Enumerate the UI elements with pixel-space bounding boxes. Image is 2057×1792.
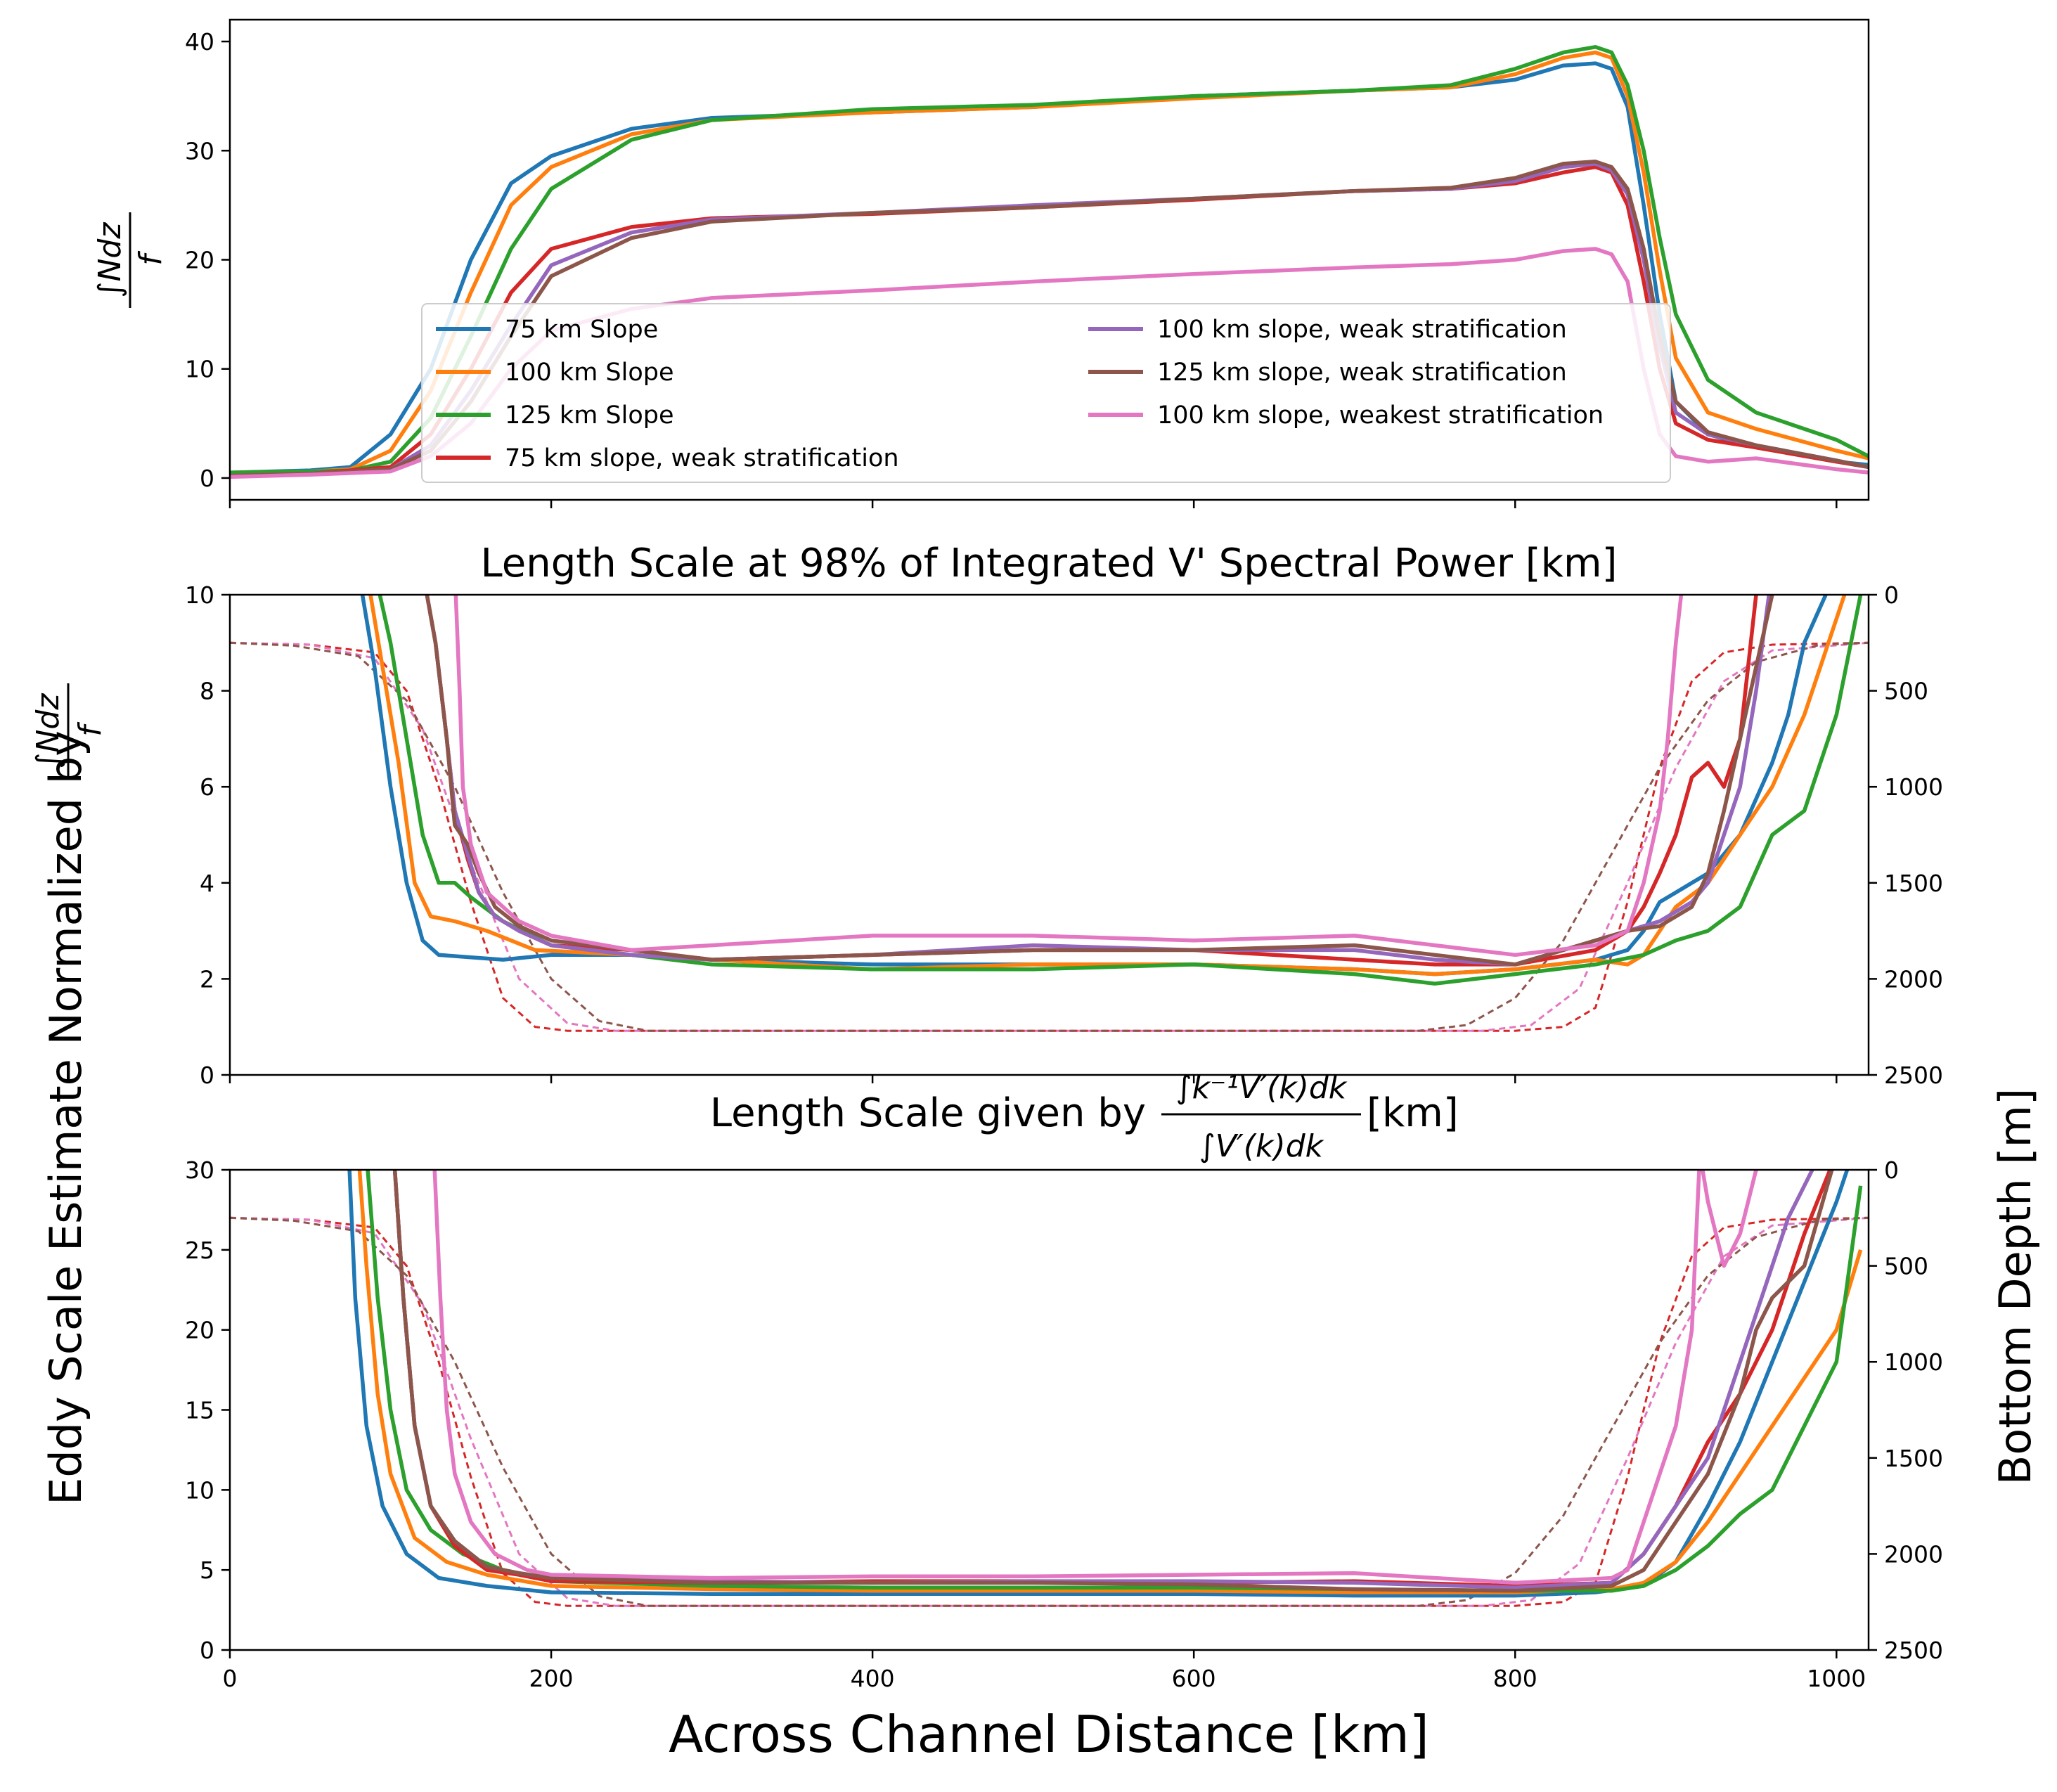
bottom-x-tick-label: 1000 <box>1807 1665 1866 1692</box>
middle-panel: Length Scale at 98% of Integrated V' Spe… <box>185 541 1943 1089</box>
middle-y2-tick-label: 1500 <box>1884 870 1943 897</box>
bottom-series-125-km-slope <box>366 1170 1863 1593</box>
top-plot-frame <box>228 18 1870 501</box>
top-axis-ticks: 0 10 20 30 40 <box>185 28 1838 508</box>
middle-series-100-km-slope <box>368 595 1847 976</box>
top-y-tick-label: 30 <box>185 137 214 165</box>
bottom-y-tick-label: 15 <box>185 1397 214 1424</box>
middle-y-tick-label: 8 <box>200 678 214 705</box>
middle-plot-frame <box>228 593 1870 1076</box>
bottom-series-lines <box>347 1170 1863 1598</box>
middle-series-100-km-slope-weakest-stratification <box>453 595 1684 958</box>
legend-label-100-km-slope-weak-stratification: 100 km slope, weak stratification <box>1157 316 1567 344</box>
bottom-series-100-km-slope <box>357 1170 1863 1594</box>
bottom-series-75-km-slope-weak-stratification <box>392 1170 1833 1588</box>
middle-y2-tick-label: 2500 <box>1884 1062 1943 1089</box>
legend-label-125-km-slope-weak-stratification: 125 km slope, weak stratification <box>1157 359 1567 387</box>
top-panel: 0 10 20 30 40 ∫Ndz f 75 km Slope 100 km Slope… <box>92 18 1870 508</box>
top-y-tick-label: 20 <box>185 247 214 274</box>
middle-series-75-km-slope-weak-stratification <box>425 595 1758 967</box>
bottom-panel-title: Length Scale given by ∫k⁻¹V′(k)dk ∫V′(k)… <box>710 1070 1459 1164</box>
middle-depth-100-km-slope-bottom-depth <box>230 641 1869 1032</box>
bottom-x-tick-label: 800 <box>1493 1665 1537 1692</box>
middle-series-75-km-slope <box>360 595 1829 976</box>
bottom-series-125-km-slope-weak-stratification <box>392 1170 1834 1593</box>
bottom-series-100-km-slope-weakest-stratification <box>432 1170 1759 1585</box>
y-axis-label-denominator: f <box>72 721 108 737</box>
bottom-x-tick-label: 400 <box>851 1665 895 1692</box>
bottom-title-numerator: ∫k⁻¹V′(k)dk <box>1176 1070 1348 1106</box>
middle-series-100-km-slope-weak-stratification <box>425 595 1772 967</box>
bottom-depth-100-km-slope-bottom-depth <box>230 1216 1869 1607</box>
bottom-title-denominator: ∫V′(k)dk <box>1199 1128 1324 1164</box>
bottom-y-tick-label: 25 <box>185 1237 214 1264</box>
middle-y2-tick-label: 2000 <box>1884 965 1943 993</box>
middle-y-tick-label: 0 <box>200 1062 214 1089</box>
y-axis-label: Eddy Scale Estimate Normalized by <box>40 730 91 1505</box>
top-y-tick-label: 40 <box>185 28 214 56</box>
legend-label-75-km-slope: 75 km Slope <box>505 316 658 344</box>
middle-y-tick-label: 4 <box>200 870 214 897</box>
bottom-y-tick-label: 20 <box>185 1317 214 1344</box>
right-axis-label: Bottom Depth [m] <box>1990 1088 2041 1485</box>
bottom-y2-tick-label: 2000 <box>1884 1540 1943 1568</box>
bottom-y2-tick-label: 1500 <box>1884 1445 1943 1472</box>
legend-label-75-km-slope-weak-stratification: 75 km slope, weak stratification <box>505 444 899 472</box>
bottom-title-suffix: [km] <box>1367 1090 1459 1136</box>
top-ylabel: ∫Ndz f <box>92 212 169 308</box>
middle-panel-title: Length Scale at 98% of Integrated V' Spe… <box>481 541 1618 586</box>
middle-depth-lines <box>230 641 1869 1032</box>
middle-y-tick-label: 2 <box>200 965 214 993</box>
bottom-x-tick-label: 0 <box>223 1665 238 1692</box>
legend-frame <box>421 303 1671 483</box>
top-ylabel-denominator: f <box>133 250 169 266</box>
bottom-depth-lines <box>230 1216 1869 1607</box>
legend-label-100-km-slope: 100 km Slope <box>505 359 674 387</box>
legend: 75 km Slope 100 km Slope 125 km Slope 75 km… <box>421 303 1671 483</box>
middle-series-lines <box>360 595 1863 986</box>
bottom-y2-tick-label: 2500 <box>1884 1637 1943 1664</box>
middle-series-125-km-slope <box>378 595 1863 986</box>
bottom-y2-tick-label: 1000 <box>1884 1348 1943 1376</box>
middle-y2-tick-label: 0 <box>1884 581 1899 609</box>
bottom-plot-frame <box>228 1168 1870 1651</box>
bottom-title-prefix: Length Scale given by <box>710 1090 1146 1136</box>
bottom-y-tick-label: 30 <box>185 1156 214 1184</box>
middle-axis-ticks: 0 2 4 6 8 10 0 500 1000 1500 2000 2500 <box>185 581 1943 1089</box>
bottom-x-tick-label: 200 <box>529 1665 574 1692</box>
middle-y2-tick-label: 500 <box>1884 678 1928 705</box>
legend-label-125-km-slope: 125 km Slope <box>505 401 674 430</box>
top-y-tick-label: 0 <box>200 465 214 492</box>
middle-depth-75-km-slope-bottom-depth <box>230 641 1869 1032</box>
middle-series-125-km-slope-weak-stratification <box>425 595 1774 967</box>
middle-y-tick-label: 6 <box>200 773 214 801</box>
bottom-x-tick-label: 600 <box>1172 1665 1216 1692</box>
top-ylabel-numerator: ∫Ndz <box>92 222 128 298</box>
bottom-depth-75-km-slope-bottom-depth <box>230 1216 1869 1607</box>
shared-y-axis-label: Eddy Scale Estimate Normalized by ∫Ndz f <box>30 683 108 1505</box>
bottom-y2-tick-label: 0 <box>1884 1156 1899 1184</box>
x-axis-label: Across Channel Distance [km] <box>669 1705 1429 1764</box>
top-y-tick-label: 10 <box>185 356 214 383</box>
middle-y2-tick-label: 1000 <box>1884 773 1943 801</box>
middle-depth-125-km-slope-bottom-depth <box>230 641 1869 1032</box>
bottom-depth-125-km-slope-bottom-depth <box>230 1216 1869 1607</box>
bottom-panel: Length Scale given by ∫k⁻¹V′(k)dk ∫V′(k)… <box>185 1070 1943 1692</box>
bottom-y-tick-label: 0 <box>200 1637 214 1664</box>
bottom-y-tick-label: 10 <box>185 1476 214 1504</box>
y-axis-label-numerator: ∫Ndz <box>30 693 66 769</box>
bottom-series-100-km-slope-weak-stratification <box>392 1170 1815 1590</box>
bottom-axis-ticks: 0 200 400 600 800 1000 0 5 10 15 20 25 30 0 500 1000 150… <box>185 1156 1943 1692</box>
bottom-series-75-km-slope <box>347 1170 1850 1598</box>
middle-y-tick-label: 10 <box>185 581 214 609</box>
legend-label-100-km-slope-weakest-stratification: 100 km slope, weakest stratification <box>1157 401 1604 430</box>
bottom-y-tick-label: 5 <box>200 1556 214 1584</box>
bottom-y2-tick-label: 500 <box>1884 1253 1928 1280</box>
